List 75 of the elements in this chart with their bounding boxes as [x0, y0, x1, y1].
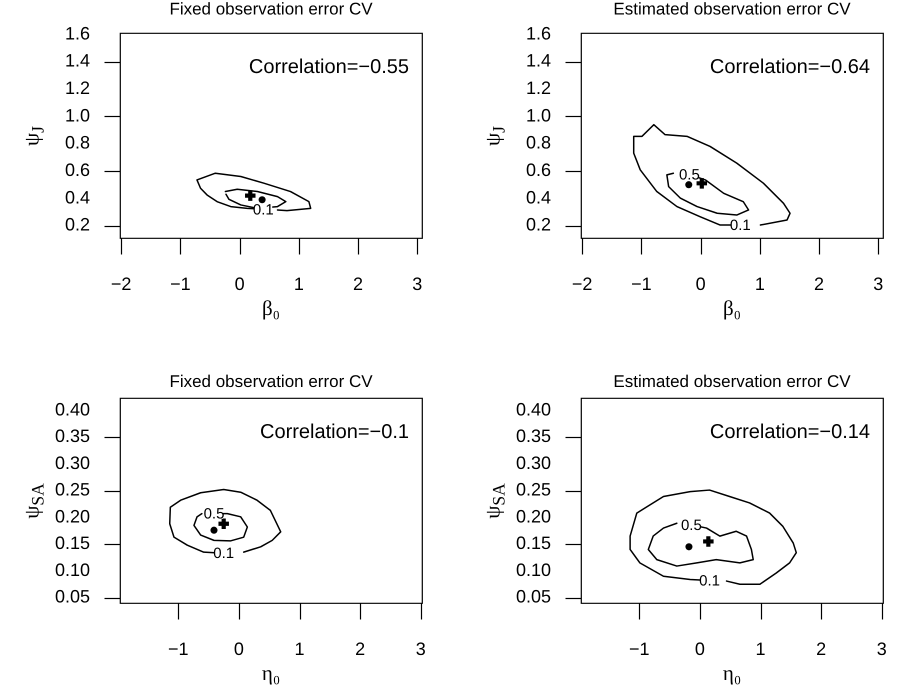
x-tick-label: 1	[754, 274, 765, 294]
x-tick-label: 2	[355, 639, 366, 659]
y-tick-label: 0.25	[516, 480, 551, 500]
y-tick-label: 0.20	[516, 506, 551, 526]
y-tick-label: 0.15	[516, 533, 551, 554]
point	[696, 178, 708, 189]
y-tick-label: 0.8	[526, 132, 551, 153]
y-tick-label: 1.0	[64, 105, 90, 126]
point	[218, 518, 229, 530]
y-tick-label: 0.10	[54, 560, 90, 580]
x-tick-label: −1	[168, 639, 188, 659]
y-tick-label: 1.0	[526, 105, 551, 126]
x-axis-title: η₀	[722, 661, 742, 686]
point	[685, 181, 692, 188]
x-tick-label: 0	[696, 274, 706, 294]
y-tick-label: 0.8	[64, 132, 90, 153]
y-tick-label: 0.05	[516, 586, 551, 607]
x-tick-label: 0	[234, 639, 244, 659]
point	[703, 536, 714, 547]
y-tick-label: 0.15	[54, 533, 90, 554]
y-tick-label: 0.4	[526, 187, 551, 208]
x-tick-label: −1	[170, 274, 191, 294]
y-tick-label: 0.30	[516, 452, 551, 473]
chart-title: Estimated observation error CV	[613, 372, 852, 391]
x-tick-label: 3	[416, 639, 426, 659]
y-tick-label: 0.40	[516, 399, 551, 420]
annotation: Correlation=−0.55	[248, 56, 409, 78]
point	[210, 526, 218, 534]
x-tick-label: 2	[353, 274, 364, 294]
x-tick-label: −2	[572, 274, 592, 294]
point	[245, 190, 256, 201]
chart-title: Fixed observation error CV	[169, 0, 374, 18]
point	[685, 543, 692, 550]
x-tick-label: 0	[694, 639, 705, 659]
chart-title: Fixed observation error CV	[169, 372, 374, 391]
x-tick-label: 2	[816, 639, 826, 659]
y-tick-label: 1.2	[526, 78, 551, 98]
x-tick-label: 3	[412, 274, 422, 294]
y-tick-label: 0.2	[526, 214, 551, 235]
point	[258, 196, 266, 204]
y-tick-label: 0.30	[54, 452, 90, 473]
x-tick-label: 1	[755, 639, 766, 659]
y-tick-label: 0.35	[516, 426, 551, 446]
x-tick-label: 0	[234, 274, 245, 294]
y-tick-label: 0.2	[64, 214, 90, 235]
x-axis-title: β₀	[722, 296, 742, 321]
y-tick-label: 1.4	[64, 50, 90, 71]
y-tick-label: 0.6	[64, 160, 90, 180]
y-tick-label: 1.6	[526, 23, 551, 44]
y-tick-label: 1.2	[64, 78, 90, 98]
line-series	[629, 489, 798, 586]
y-tick-label: 0.4	[64, 187, 90, 208]
annotation: Correlation=−0.14	[710, 421, 870, 443]
annotation: Correlation=−0.64	[710, 56, 870, 78]
y-tick-label: 1.4	[526, 50, 551, 71]
x-tick-label: −1	[628, 639, 650, 659]
y-tick-label: 0.20	[54, 506, 90, 526]
y-tick-label: 0.25	[54, 480, 90, 500]
y-tick-label: 1.6	[64, 23, 90, 44]
annotation: Correlation=−0.1	[260, 421, 409, 443]
y-tick-label: 0.05	[54, 586, 90, 607]
x-tick-label: −1	[631, 274, 652, 294]
y-tick-label: 0.40	[54, 399, 90, 420]
x-tick-label: 3	[873, 274, 884, 294]
x-tick-label: 1	[294, 274, 304, 294]
x-tick-label: 3	[876, 639, 887, 659]
y-tick-label: 0.35	[54, 426, 90, 446]
x-axis-title: η₀	[262, 661, 280, 686]
y-tick-label: 0.6	[526, 160, 551, 180]
chart-title: Estimated observation error CV	[613, 0, 852, 18]
x-tick-label: 2	[814, 274, 824, 294]
y-tick-label: 0.10	[516, 560, 551, 580]
x-tick-label: −2	[110, 274, 132, 294]
x-tick-label: 1	[294, 639, 305, 659]
x-axis-title: β₀	[262, 296, 280, 321]
